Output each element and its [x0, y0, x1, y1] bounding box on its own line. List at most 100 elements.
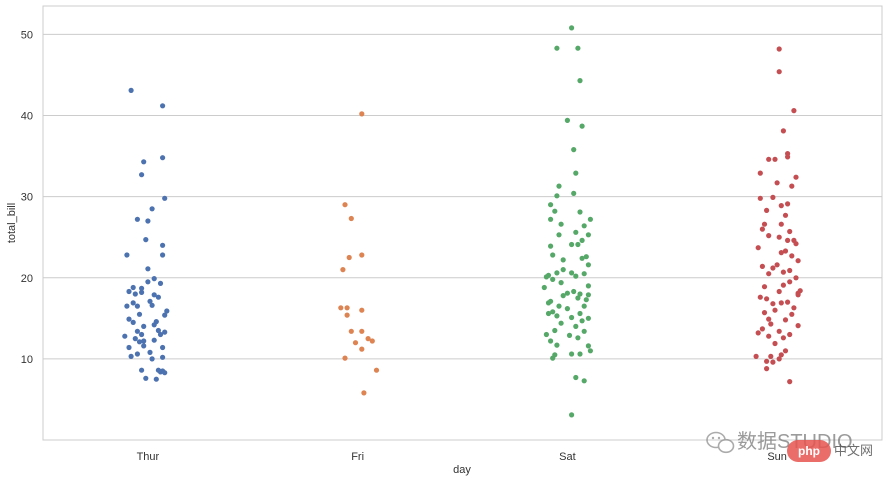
data-point — [145, 279, 151, 285]
data-point — [346, 254, 352, 261]
data-point — [585, 283, 592, 289]
data-point — [558, 221, 564, 227]
data-point — [793, 275, 799, 281]
data-point — [548, 338, 554, 344]
data-point — [755, 245, 761, 251]
data-point — [560, 267, 566, 273]
data-point — [128, 353, 134, 359]
data-point — [130, 284, 136, 291]
data-point — [141, 159, 147, 165]
data-point — [566, 332, 573, 338]
data-point — [134, 328, 140, 334]
data-point — [145, 218, 151, 224]
data-point — [585, 262, 592, 268]
y-tick-labels: 10 20 30 40 50 — [21, 29, 33, 365]
data-point — [757, 294, 763, 300]
watermark-site-text: 中文网 — [834, 443, 873, 458]
data-point — [373, 367, 380, 373]
data-point — [554, 193, 560, 199]
data-point — [359, 307, 365, 313]
data-point — [556, 183, 562, 189]
data-point — [571, 288, 577, 295]
data-point — [787, 279, 793, 285]
data-point — [541, 284, 547, 291]
data-point — [162, 312, 168, 318]
data-point — [776, 356, 782, 362]
data-point — [795, 258, 801, 264]
data-point — [157, 331, 164, 338]
data-point — [772, 340, 778, 347]
data-point — [550, 355, 556, 361]
data-point — [149, 302, 155, 308]
data-point — [543, 274, 550, 280]
data-point — [545, 310, 552, 317]
data-point — [782, 248, 789, 254]
data-point — [126, 316, 132, 322]
data-point — [761, 221, 768, 227]
data-point — [776, 69, 782, 75]
data-point — [564, 306, 571, 312]
data-point — [340, 267, 346, 273]
y-tick-label: 30 — [21, 192, 33, 204]
data-point — [577, 351, 583, 357]
data-point — [554, 342, 560, 348]
data-point — [778, 300, 784, 306]
data-point — [795, 323, 801, 329]
data-point — [776, 234, 782, 240]
data-point — [558, 320, 564, 326]
data-point — [764, 366, 770, 372]
data-point — [770, 301, 776, 307]
data-point — [569, 241, 575, 248]
data-point — [573, 374, 579, 381]
data-point — [782, 212, 789, 218]
data-point — [579, 318, 585, 324]
data-point — [787, 228, 793, 235]
data-point — [136, 339, 143, 345]
data-point — [768, 321, 774, 327]
data-point — [778, 352, 784, 358]
data-point — [162, 195, 168, 201]
data-point — [560, 257, 566, 263]
data-point — [770, 265, 776, 271]
data-point — [575, 45, 581, 51]
data-point — [573, 229, 579, 235]
x-tick-label: Thur — [137, 451, 160, 463]
data-point — [774, 262, 780, 268]
data-point — [160, 344, 166, 351]
data-point — [147, 349, 153, 355]
data-point — [136, 311, 143, 317]
data-point — [157, 280, 164, 286]
data-point — [560, 293, 566, 299]
watermark-pill — [787, 440, 831, 462]
data-point — [342, 202, 348, 208]
data-point — [573, 273, 579, 279]
data-point — [785, 237, 791, 243]
data-point — [577, 291, 583, 297]
data-point — [757, 195, 763, 201]
data-point — [359, 252, 365, 258]
data-point — [151, 322, 157, 328]
data-point — [776, 328, 782, 334]
data-point — [342, 355, 348, 361]
data-point — [772, 156, 778, 162]
data-point — [139, 367, 145, 373]
data-point — [585, 292, 592, 298]
data-point — [579, 237, 585, 243]
data-point — [759, 326, 766, 332]
data-point — [550, 252, 556, 258]
data-point — [764, 296, 770, 302]
data-point — [764, 207, 770, 213]
data-point — [155, 294, 161, 300]
data-points — [122, 25, 803, 418]
data-point — [573, 323, 579, 329]
data-point — [575, 241, 581, 248]
y-tick-label: 20 — [21, 273, 33, 285]
data-point — [151, 337, 157, 343]
plot-area-frame — [42, 5, 883, 441]
data-point — [785, 201, 791, 207]
data-point — [139, 289, 145, 295]
data-point — [554, 45, 560, 51]
data-point — [143, 237, 149, 243]
data-point — [134, 351, 140, 357]
data-point — [139, 285, 145, 291]
